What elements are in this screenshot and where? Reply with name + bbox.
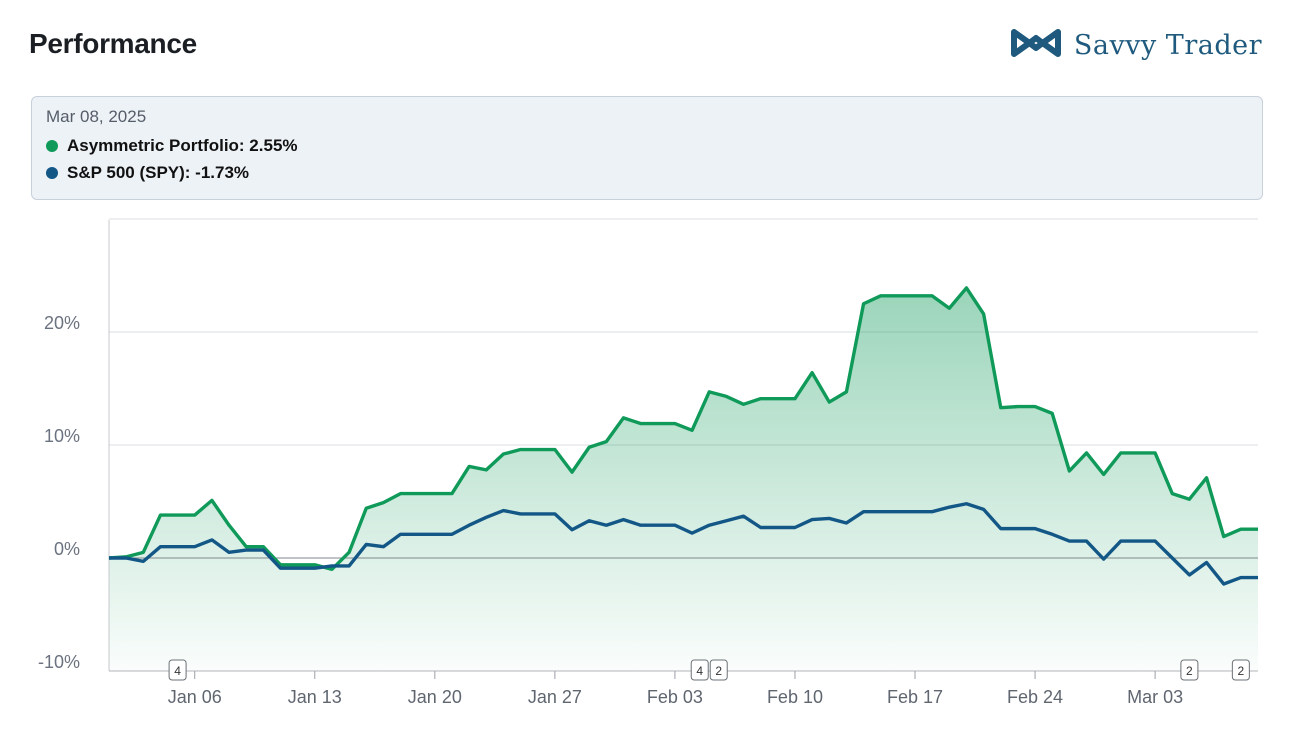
trade-marker: [690, 659, 709, 681]
y-tick-label: 0%: [54, 539, 80, 559]
x-tick-label: Jan 20: [408, 687, 462, 707]
x-tick-label: Jan 13: [288, 687, 342, 707]
tooltip-row-spy: S&P 500 (SPY): -1.73%: [46, 163, 1248, 183]
tooltip-row-portfolio: Asymmetric Portfolio: 2.55%: [46, 136, 1248, 156]
x-tick-label: Jan 06: [168, 687, 222, 707]
x-tick-label: Feb 03: [647, 687, 703, 707]
portfolio-area: [109, 287, 1258, 671]
trade-marker-label: 2: [1186, 664, 1193, 678]
portfolio-dot-icon: [46, 140, 58, 152]
trade-marker-label: 2: [715, 664, 722, 678]
brand[interactable]: Savvy Trader: [1010, 28, 1262, 63]
y-tick-label: 10%: [44, 426, 80, 446]
trade-marker-label: 4: [696, 664, 703, 678]
trade-marker-label: 2: [1238, 664, 1245, 678]
x-tick-label: Feb 17: [887, 687, 943, 707]
x-tick-label: Feb 10: [767, 687, 823, 707]
brand-name: Savvy Trader: [1073, 30, 1262, 61]
page-title: Performance: [29, 28, 197, 59]
y-tick-label: 20%: [44, 313, 80, 333]
trade-marker: [1231, 659, 1250, 681]
savvy-trader-logo-icon: [1010, 28, 1062, 63]
portfolio-line: [108, 286, 1258, 571]
tooltip-spy-label: S&P 500 (SPY): -1.73%: [67, 163, 250, 182]
spy-line: [109, 502, 1258, 586]
y-tick-label: -10%: [38, 652, 80, 672]
tooltip-date: Mar 08, 2025: [46, 107, 147, 126]
x-tick-label: Jan 27: [528, 687, 582, 707]
trade-marker: [1180, 659, 1199, 681]
spy-dot-icon: [46, 167, 58, 179]
tooltip-portfolio-label: Asymmetric Portfolio: 2.55%: [67, 136, 298, 155]
trade-marker: [709, 659, 728, 681]
trade-marker: [168, 659, 187, 681]
x-tick-label: Feb 24: [1007, 687, 1063, 707]
trade-marker-label: 4: [174, 664, 181, 678]
hover-tooltip: Mar 08, 2025 Asymmetric Portfolio: 2.55%…: [31, 96, 1263, 200]
x-tick-label: Mar 03: [1127, 687, 1183, 707]
